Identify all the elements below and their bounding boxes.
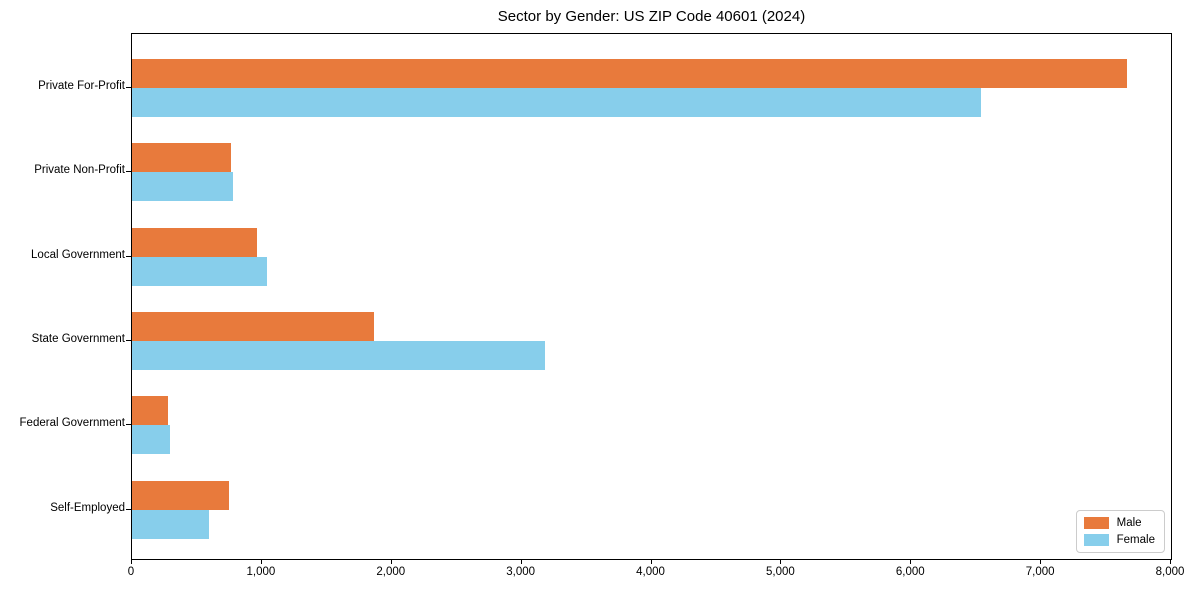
y-tick-mark	[126, 171, 131, 173]
bar	[132, 59, 1127, 88]
bar	[132, 480, 229, 510]
x-tick-mark	[520, 560, 522, 564]
y-tick-mark	[126, 508, 131, 510]
bar	[132, 340, 545, 370]
legend-label: Female	[1116, 534, 1155, 546]
legend-label: Male	[1116, 517, 1142, 529]
y-tick-label: Private For-Profit	[38, 80, 125, 92]
x-tick-label: 3,000	[506, 566, 536, 578]
bar	[132, 509, 209, 539]
legend-item: Male	[1083, 517, 1155, 529]
legend-item: Female	[1083, 534, 1155, 546]
x-tick-label: 7,000	[1025, 566, 1055, 578]
y-tick-label: Federal Government	[19, 417, 125, 430]
bar	[132, 172, 233, 202]
y-tick-mark	[126, 424, 131, 426]
bar	[132, 227, 257, 257]
y-tick-label: Local Government	[31, 248, 125, 261]
bar	[132, 256, 267, 286]
x-tick-label: 1,000	[246, 566, 276, 578]
x-tick-mark	[131, 560, 132, 564]
x-tick-mark	[260, 560, 262, 564]
x-tick-label: 8,000	[1155, 566, 1185, 578]
x-tick-label: 6,000	[895, 566, 925, 578]
legend-swatch	[1083, 517, 1109, 529]
y-tick-mark	[126, 255, 131, 257]
x-tick-label: 0	[127, 566, 135, 578]
x-tick-mark	[910, 560, 912, 564]
bar	[132, 143, 231, 173]
y-tick-label: Private Non-Profit	[34, 164, 125, 177]
bar	[132, 396, 168, 426]
x-tick-mark	[1170, 560, 1171, 564]
x-tick-mark	[780, 560, 782, 564]
y-tick-mark	[126, 339, 131, 341]
x-tick-label: 5,000	[765, 566, 795, 578]
x-tick-mark	[650, 560, 652, 564]
y-tick-mark	[126, 87, 131, 88]
bar	[132, 425, 170, 455]
chart-title: Sector by Gender: US ZIP Code 40601 (202…	[497, 8, 806, 25]
y-tick-label: State Government	[31, 332, 125, 345]
x-tick-label: 4,000	[636, 566, 665, 578]
x-tick-mark	[390, 560, 392, 564]
legend-swatch	[1083, 534, 1109, 546]
x-tick-mark	[1040, 560, 1042, 564]
y-tick-label: Self-Employed	[50, 501, 125, 514]
x-tick-label: 2,000	[376, 566, 406, 578]
bar	[132, 311, 374, 341]
bar	[132, 88, 981, 117]
plot-area: Male Female	[131, 33, 1172, 560]
legend: Male Female	[1075, 510, 1165, 553]
